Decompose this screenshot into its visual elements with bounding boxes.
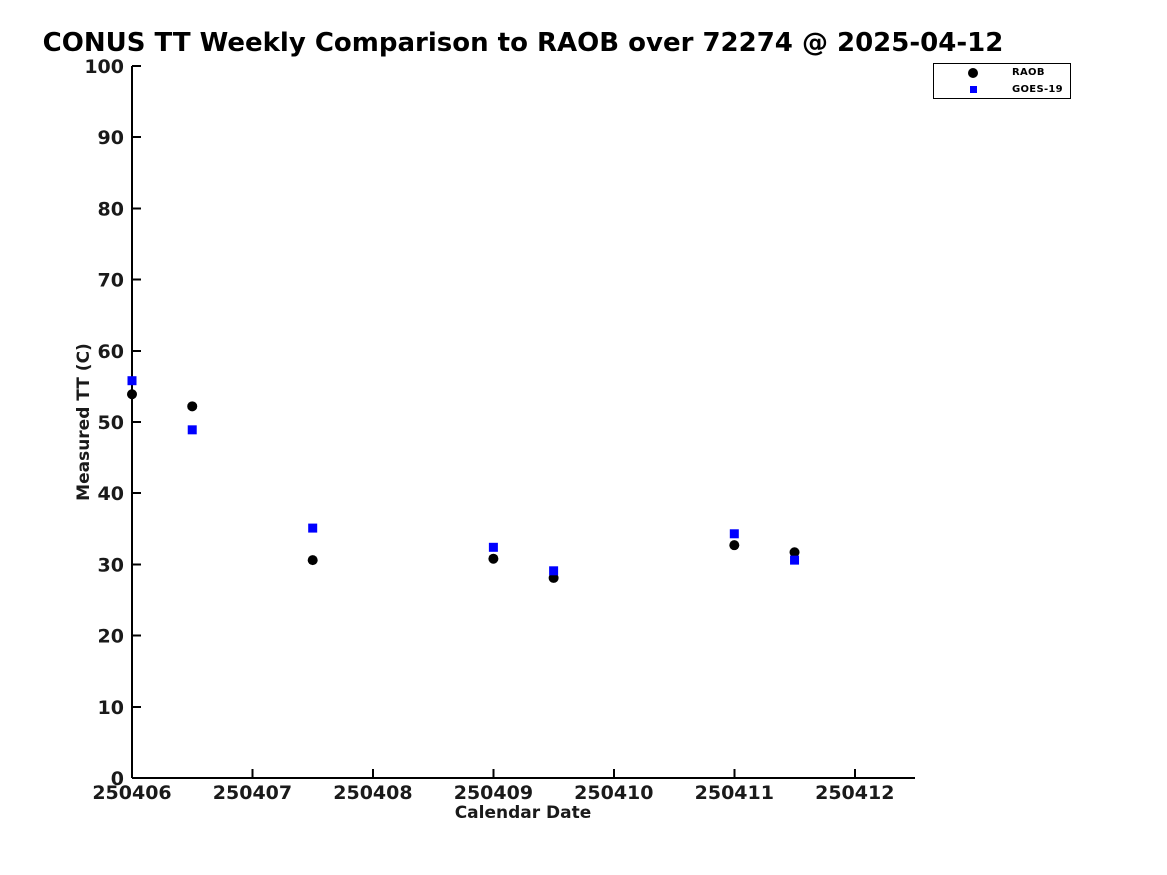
x-tick-label: 250406 [92,782,171,804]
legend-label-raob: RAOB [1012,67,1045,79]
y-tick-label: 60 [98,341,124,363]
goes19-data-point [729,529,739,539]
legend-item-raob: RAOB [934,65,1070,80]
raob-data-point [187,401,198,412]
raob-data-point [789,547,800,558]
x-tick-label: 250411 [695,782,774,804]
y-tick-label: 70 [98,270,124,292]
x-tick-label: 250410 [574,782,653,804]
goes19-data-point [488,542,498,552]
raob-circle-icon [934,67,1012,78]
legend-label-goes19: GOES-19 [1012,83,1063,95]
x-tick-label: 250412 [815,782,894,804]
raob-data-point [548,572,559,583]
goes19-data-point [549,566,559,576]
y-tick-label: 90 [98,127,124,149]
raob-data-point [127,389,137,400]
x-tick-label: 250408 [333,782,412,804]
x-tick-label: 250407 [213,782,292,804]
goes19-data-point [127,376,137,386]
y-tick-label: 30 [98,554,124,576]
y-tick-label: 40 [98,483,124,505]
goes19-data-point [790,555,800,565]
raob-data-point [307,555,318,566]
goes19-data-point [187,425,197,435]
goes19-data-point [308,523,318,533]
y-tick-label: 10 [98,697,124,719]
raob-data-point [488,553,499,564]
y-tick-label: 50 [98,412,124,434]
goes19-square-icon [934,85,1012,93]
x-tick-label: 250409 [454,782,533,804]
legend-item-goes19: GOES-19 [934,82,1070,97]
legend: RAOB GOES-19 [933,63,1071,99]
y-tick-label: 100 [84,56,124,78]
y-tick-label: 80 [98,198,124,220]
raob-data-point [729,540,740,551]
chart-title: CONUS TT Weekly Comparison to RAOB over … [42,28,1004,58]
y-tick-label: 0 [111,768,124,790]
y-tick-label: 20 [98,626,124,648]
x-axis-label: Calendar Date [454,803,592,823]
